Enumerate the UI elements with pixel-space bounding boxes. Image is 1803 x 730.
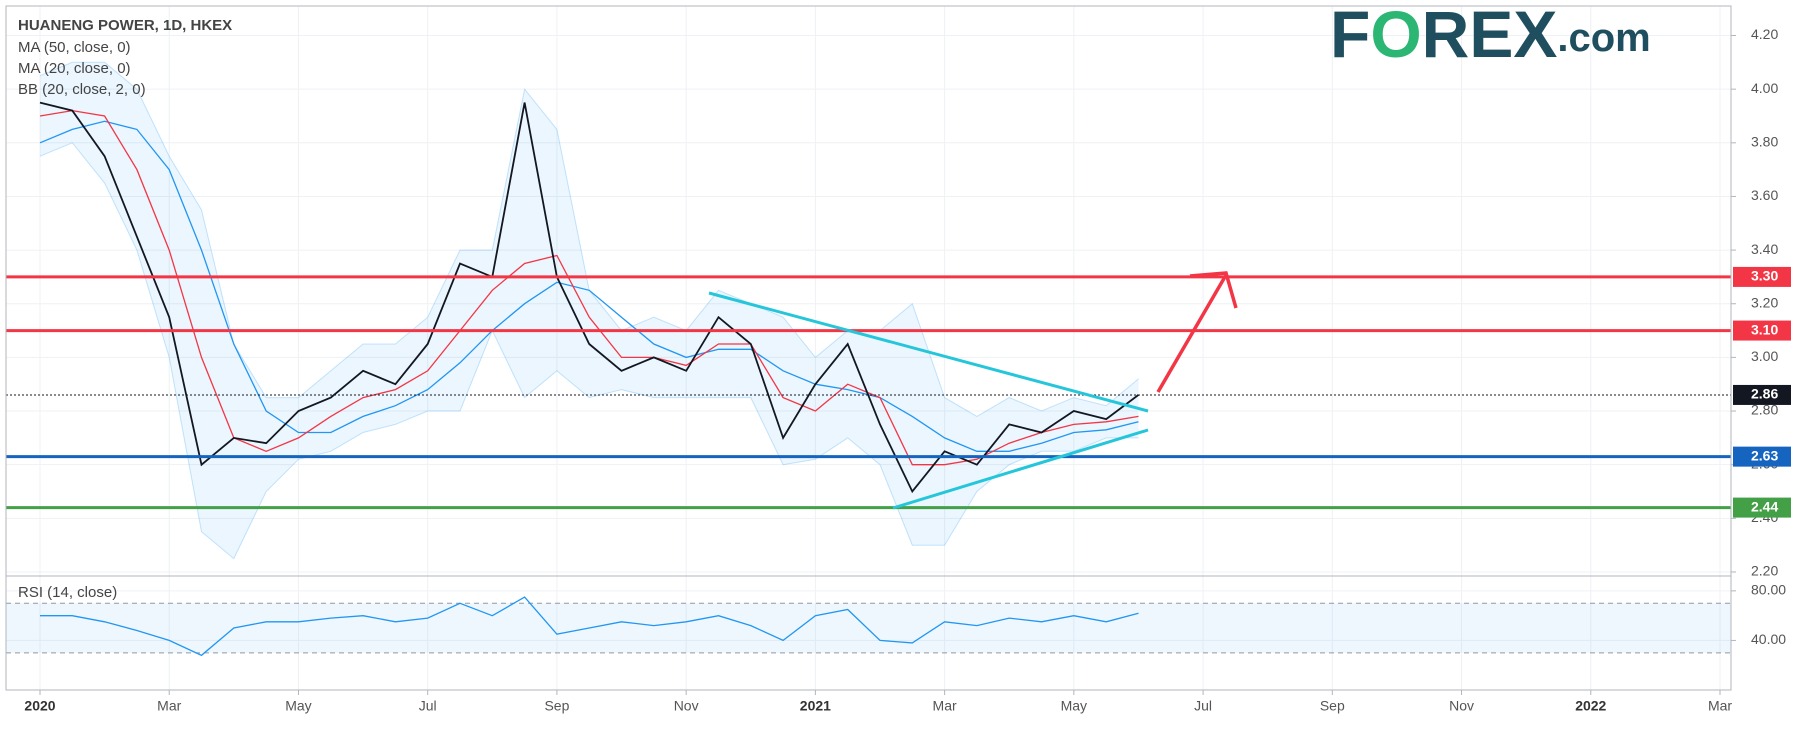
- arrow-head: [1189, 271, 1238, 309]
- x-tick-label: Nov: [674, 698, 699, 714]
- logo-part: F: [1330, 0, 1370, 71]
- y-tick-label: 80.00: [1751, 582, 1786, 598]
- rsi-line: [40, 596, 1139, 657]
- level-label-box: [1733, 384, 1791, 405]
- level-label-box: [1733, 497, 1791, 518]
- level-label: 2.44: [1751, 498, 1778, 514]
- level-label: 3.10: [1751, 321, 1778, 337]
- y-tick-label: 40.00: [1751, 631, 1786, 647]
- x-tick-label: 2022: [1575, 698, 1606, 714]
- level-label-box: [1733, 266, 1791, 287]
- x-tick-label: Sep: [544, 698, 569, 714]
- y-tick-label: 4.00: [1751, 80, 1778, 96]
- bb-lower: [39, 142, 1139, 560]
- arrow: [1156, 274, 1228, 393]
- x-tick-label: 2020: [24, 698, 55, 714]
- y-tick-label: 3.80: [1751, 134, 1778, 150]
- x-tick-label: May: [1061, 698, 1087, 714]
- y-tick-label: 4.20: [1751, 26, 1778, 42]
- y-tick-label: 3.00: [1751, 348, 1778, 364]
- y-tick-label: 3.60: [1751, 187, 1778, 203]
- trendline: [708, 291, 1149, 413]
- x-tick-label: Sep: [1320, 698, 1345, 714]
- x-tick-label: Mar: [157, 698, 181, 714]
- y-tick-label: 2.20: [1751, 563, 1778, 579]
- logo-part: O: [1370, 0, 1421, 71]
- level-label-box: [1733, 446, 1791, 467]
- x-tick-label: 2021: [800, 698, 831, 714]
- x-tick-label: Mar: [933, 698, 957, 714]
- frame: [5, 5, 1732, 691]
- logo: FOREX.com: [1330, 0, 1651, 71]
- x-tick-label: Jul: [1194, 698, 1212, 714]
- ma-line: [39, 120, 1139, 452]
- level-label-box: [1733, 320, 1791, 341]
- legend-entry: MA (50, close, 0): [18, 39, 131, 56]
- plot: [6, 61, 1731, 657]
- axes: 2020 Mar May Jul Sep Nov 2021 Mar May Jul Sep Nov 20…: [24, 26, 1791, 714]
- ma-line: [39, 109, 1139, 466]
- trendline: [892, 428, 1149, 510]
- logo-part: .com: [1557, 16, 1650, 60]
- y-tick-label: 2.80: [1751, 402, 1778, 418]
- bb-area: [40, 62, 1139, 559]
- x-tick-label: Nov: [1449, 698, 1474, 714]
- legend-entry: MA (20, close, 0): [18, 60, 131, 77]
- legend-entry: BB (20, close, 2, 0): [18, 81, 146, 98]
- logo-part: REX: [1422, 0, 1558, 71]
- y-tick-label: 3.40: [1751, 241, 1778, 257]
- level-label: 3.30: [1751, 268, 1778, 284]
- level-label: 2.86: [1751, 386, 1778, 402]
- level-label: 2.63: [1751, 447, 1778, 463]
- rsi-band: [6, 603, 1731, 653]
- rsi-title: RSI (14, close): [18, 584, 117, 601]
- x-tick-label: May: [285, 698, 311, 714]
- y-tick-label: 3.20: [1751, 294, 1778, 310]
- x-tick-label: Mar: [1708, 698, 1732, 714]
- x-tick-label: Jul: [419, 698, 437, 714]
- chart-title: HUANENG POWER, 1D, HKEX: [18, 17, 232, 34]
